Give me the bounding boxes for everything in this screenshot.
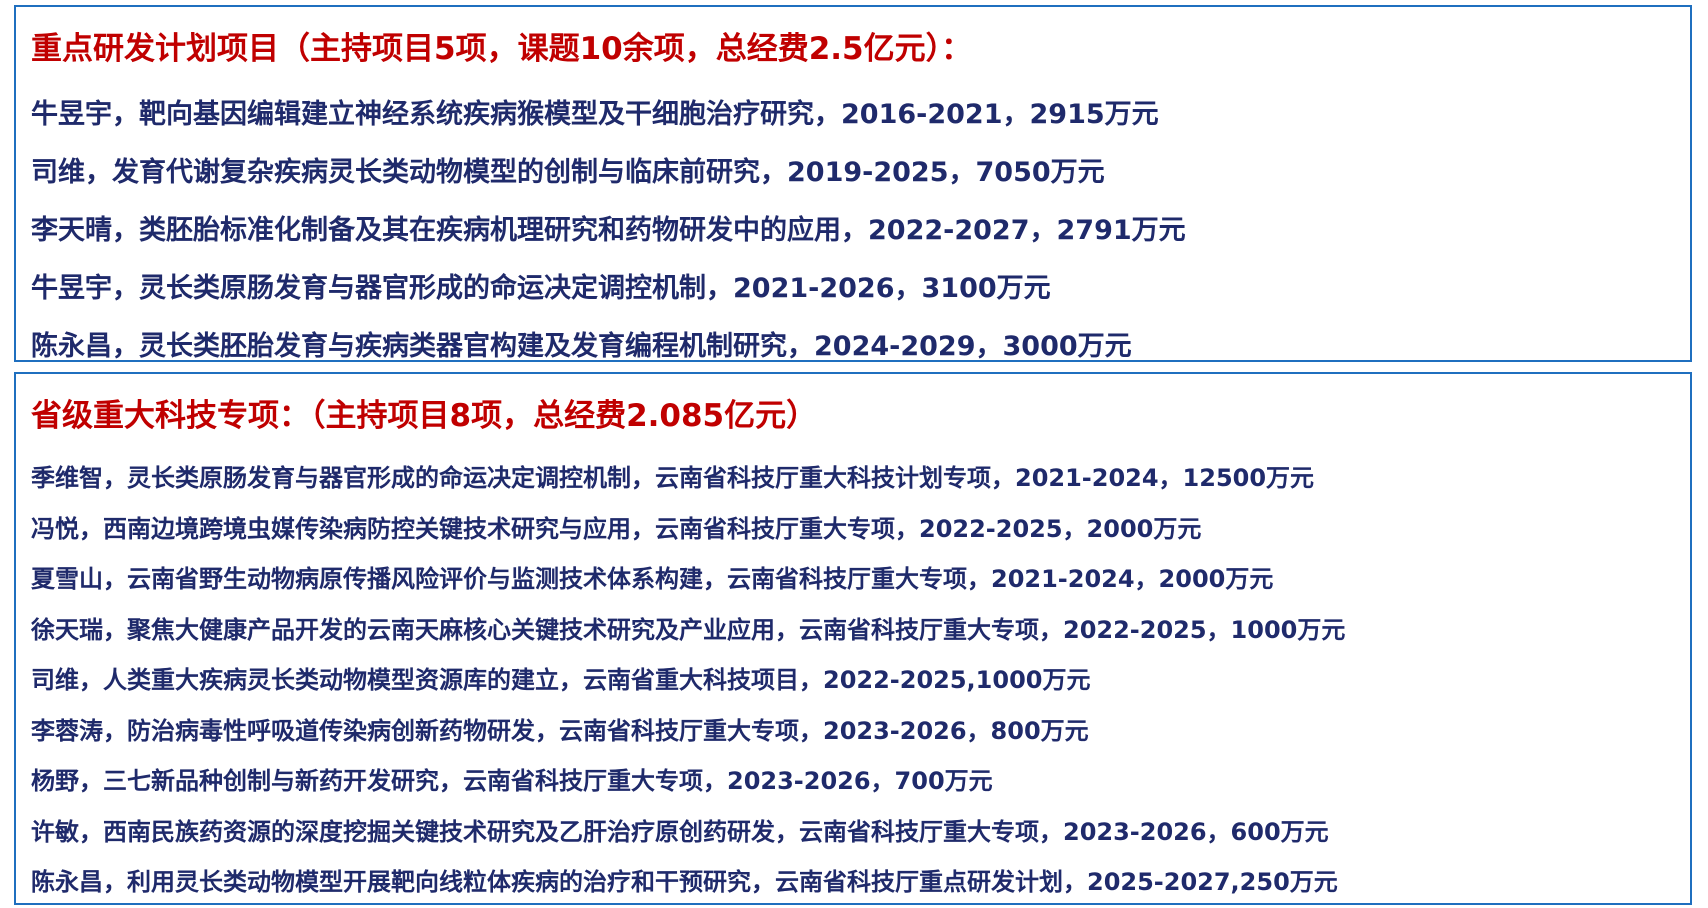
project-item: 陈永昌，灵长类胚胎发育与疾病类器官构建及发育编程机制研究，2024-2029，3… bbox=[31, 331, 1132, 362]
section-title: 省级重大科技专项：（主持项目8项，总经费2.085亿元） bbox=[31, 398, 818, 434]
project-item: 陈永昌，利用灵长类动物模型开展靶向线粒体疾病的治疗和干预研究，云南省科技厅重点研… bbox=[31, 868, 1338, 896]
section-title: 重点研发计划项目（主持项目5项，课题10余项，总经费2.5亿元）： bbox=[31, 31, 973, 67]
project-item: 牛昱宇，靶向基因编辑建立神经系统疾病猴模型及干细胞治疗研究，2016-2021，… bbox=[31, 99, 1159, 130]
project-item: 司维，发育代谢复杂疾病灵长类动物模型的创制与临床前研究，2019-2025，70… bbox=[31, 157, 1105, 188]
project-item: 夏雪山，云南省野生动物病原传播风险评价与监测技术体系构建，云南省科技厅重大专项，… bbox=[31, 565, 1274, 593]
project-item: 牛昱宇，灵长类原肠发育与器官形成的命运决定调控机制，2021-2026，3100… bbox=[31, 273, 1051, 304]
project-item: 季维智，灵长类原肠发育与器官形成的命运决定调控机制，云南省科技厅重大科技计划专项… bbox=[31, 464, 1315, 492]
project-item: 司维，人类重大疾病灵长类动物模型资源库的建立，云南省重大科技项目，2022-20… bbox=[31, 666, 1091, 694]
project-item: 李天晴，类胚胎标准化制备及其在疾病机理研究和药物研发中的应用，2022-2027… bbox=[31, 215, 1186, 246]
project-item: 李蓉涛，防治病毒性呼吸道传染病创新药物研发，云南省科技厅重大专项，2023-20… bbox=[31, 716, 1089, 745]
project-item: 许敏，西南民族药资源的深度挖掘关键技术研究及乙肝治疗原创药研发，云南省科技厅重大… bbox=[31, 817, 1329, 846]
project-item: 徐天瑞，聚焦大健康产品开发的云南天麻核心关键技术研究及产业应用，云南省科技厅重大… bbox=[31, 615, 1346, 644]
key-rd-projects-panel: 重点研发计划项目（主持项目5项，课题10余项，总经费2.5亿元）： 牛昱宇，靶向… bbox=[14, 5, 1692, 362]
project-item: 冯悦，西南边境跨境虫媒传染病防控关键技术研究与应用，云南省科技厅重大专项，202… bbox=[31, 514, 1202, 543]
project-item: 杨野，三七新品种创制与新药开发研究，云南省科技厅重大专项，2023-2026，7… bbox=[31, 767, 993, 795]
provincial-projects-panel: 省级重大科技专项：（主持项目8项，总经费2.085亿元） 季维智，灵长类原肠发育… bbox=[14, 372, 1692, 905]
